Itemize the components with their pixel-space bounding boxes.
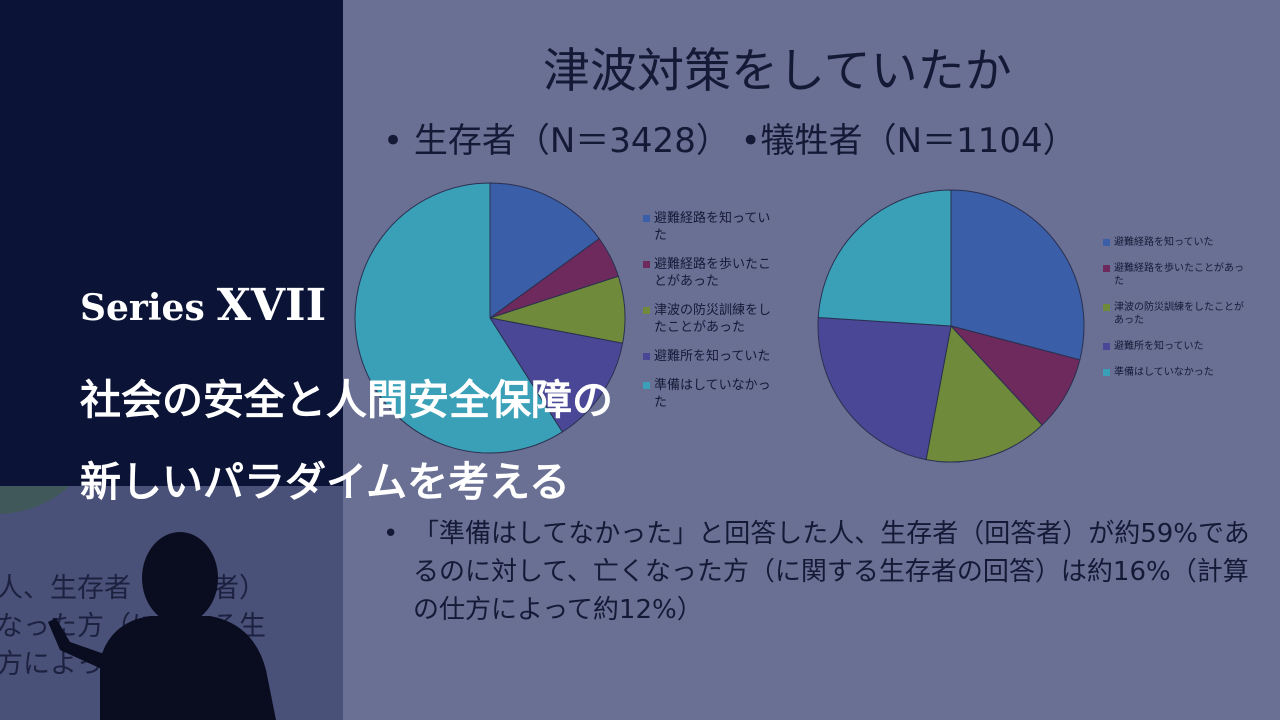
slide-title: 津波対策をしていたか (543, 44, 1012, 99)
series-word: Series (80, 287, 205, 329)
note-text: 「準備はしてなかった」と回答した人、生存者（回答者）が約59%であるのに対して、… (413, 519, 1250, 625)
legend-item: 避難経路を知っていた (643, 210, 773, 244)
legend-swatch (1103, 369, 1110, 376)
series-label: Series XVII (80, 280, 326, 331)
pie-slice (489, 182, 600, 319)
legend-item: 津波の防災訓練をしたことがあった (1103, 301, 1253, 327)
legend-label: 準備はしていなかった (1114, 367, 1214, 378)
legend-item: 避難経路を知っていた (1103, 236, 1253, 249)
background-pie-fragment (0, 486, 70, 514)
background-text-line: 人、生存者（回答者） (0, 573, 266, 604)
legend-item: 避難所を知っていた (1103, 340, 1253, 353)
legend-survivors: 避難経路を知っていた 避難経路を歩いたことがあった 津波の防災訓練をしたことがあった… (643, 210, 773, 423)
legend-label: 避難経路を知っていた (654, 211, 771, 243)
pie-chart-survivors (354, 182, 626, 454)
legend-item: 準備はしていなかった (643, 377, 773, 411)
note-bullet: • (383, 519, 399, 549)
legend-label: 避難経路を歩いたことがあった (1114, 263, 1244, 287)
headline-line2: 新しいパラダイムを考える (80, 458, 570, 506)
legend-label: 避難所を知っていた (1114, 341, 1204, 352)
pie-charts (354, 182, 1085, 463)
legend-label: 避難経路を歩いたことがあった (654, 257, 772, 289)
pie-slice (925, 324, 1043, 463)
legend-victims: 避難経路を知っていた避難経路を歩いたことがあった 津波の防災訓練をしたことがあった… (1103, 236, 1253, 392)
legend-swatch (1103, 304, 1110, 311)
legend-swatch (1103, 265, 1110, 272)
legend-swatch (1103, 343, 1110, 350)
legend-swatch (1103, 239, 1110, 246)
legend-label: 準備はしていなかった (654, 378, 771, 410)
legend-swatch (643, 353, 650, 360)
legend-item: 避難経路を歩いたことがあった (643, 256, 773, 290)
legend-item: 準備はしていなかった (1103, 366, 1253, 379)
headline-line1: 社会の安全と人間安全保障の (80, 376, 613, 424)
legend-swatch (643, 307, 650, 314)
pie-chart-victims (817, 189, 1085, 463)
legend-swatch (643, 382, 650, 389)
speaker-silhouette (48, 532, 276, 720)
legend-swatch (643, 261, 650, 268)
pie-slice (950, 189, 1085, 361)
dark-panel (0, 0, 343, 486)
legend-swatch (643, 215, 650, 222)
slide: 津波対策をしていたか • 生存者（N＝3428） •犠牲者（N＝1104） 避難… (343, 0, 1280, 720)
pie-slice (817, 189, 952, 327)
series-number: XVII (216, 280, 327, 331)
pie-slice (488, 317, 624, 433)
pie-slice (817, 316, 952, 461)
slide-note: • 「準備はしてなかった」と回答した人、生存者（回答者）が約59%であるのに対し… (383, 515, 1263, 629)
legend-label: 津波の防災訓練をしたことがあった (654, 303, 772, 335)
legend-label: 津波の防災訓練をしたことがあった (1114, 302, 1244, 326)
legend-item: 避難経路を歩いたことがあった (1103, 262, 1253, 288)
legend-label: 避難所を知っていた (654, 349, 771, 364)
legend-item: 避難所を知っていた (643, 348, 773, 365)
pie-slice (354, 182, 564, 454)
slide-subtitle: • 生存者（N＝3428） •犠牲者（N＝1104） (383, 121, 1077, 161)
legend-item: 津波の防災訓練をしたことがあった (643, 302, 773, 336)
legend-label: 避難経路を知っていた (1114, 237, 1214, 248)
